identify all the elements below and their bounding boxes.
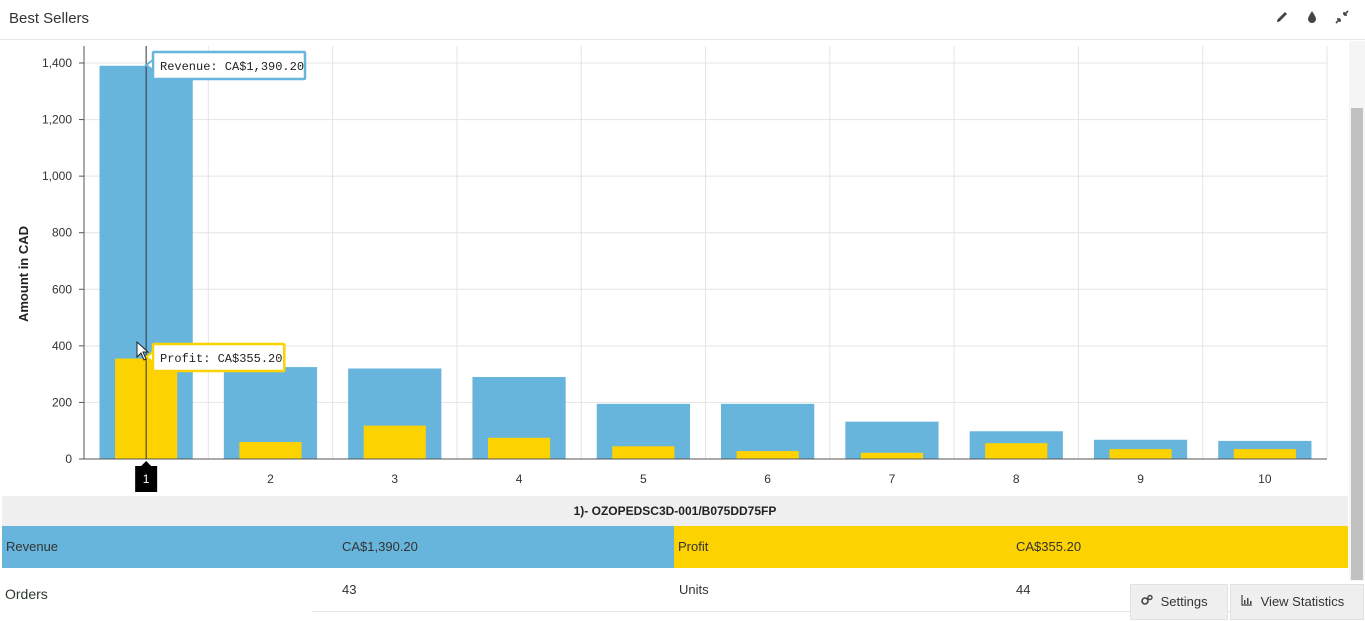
x-tick-label: 9 — [1137, 472, 1144, 486]
settings-label: Settings — [1160, 594, 1208, 609]
x-tick-highlight — [135, 466, 158, 492]
profit-bar — [985, 443, 1048, 459]
orders-label: Orders — [5, 586, 48, 602]
x-tick-label: 10 — [1258, 472, 1272, 486]
profit-bar — [363, 425, 426, 459]
y-axis-label: Amount in CAD — [16, 226, 31, 322]
revenue-tooltip: Revenue: CA$1,390.20 — [144, 50, 307, 81]
orders-value: 43 — [342, 582, 357, 597]
y-tick-label: 1,000 — [42, 169, 72, 183]
profit-bar — [736, 451, 799, 459]
bar-chart-icon — [1241, 585, 1257, 619]
revenue-value: CA$1,390.20 — [342, 539, 418, 554]
profit-bar — [1233, 449, 1296, 459]
orders-units-row: 43 Units 44 — [0, 568, 1348, 612]
revenue-tooltip-pointer — [144, 58, 154, 72]
units-label: Units — [679, 582, 709, 597]
profit-bar — [1109, 449, 1172, 459]
divider — [312, 611, 1348, 612]
settings-button[interactable]: Settings — [1130, 584, 1228, 620]
profit-tooltip: Profit: CA$355.20 — [144, 342, 286, 373]
profit-bar — [860, 452, 924, 459]
profit-bar — [239, 442, 302, 459]
y-tick-label: 600 — [52, 282, 72, 296]
profit-bar — [612, 446, 675, 459]
revenue-tooltip-text: Revenue: CA$1,390.20 — [160, 60, 304, 74]
mouse-cursor-icon — [136, 340, 150, 361]
revenue-row: Revenue CA$1,390.20 — [2, 526, 674, 568]
profit-tooltip-text: Profit: CA$355.20 — [160, 352, 282, 366]
pencil-icon[interactable] — [1273, 10, 1291, 28]
y-tick-label: 200 — [52, 395, 72, 409]
droplet-icon[interactable] — [1303, 10, 1321, 28]
x-tick-label: 6 — [764, 472, 771, 486]
scrollbar-thumb[interactable] — [1351, 108, 1363, 580]
chart-overlay: Revenue: CA$1,390.20 Profit: CA$355.20 — [136, 46, 307, 459]
detail-title: 1)- OZOPEDSC3D-001/B075DD75FP — [2, 496, 1348, 526]
x-tick-label: 8 — [1013, 472, 1020, 486]
compress-icon[interactable] — [1333, 10, 1351, 28]
revenue-bar — [721, 403, 815, 459]
profit-bar — [487, 437, 551, 459]
profit-value: CA$355.20 — [1016, 539, 1082, 554]
gears-icon — [1141, 585, 1157, 619]
widget-title: Best Sellers — [9, 10, 90, 27]
x-tick-label: 5 — [640, 472, 647, 486]
profit-tooltip-pointer — [144, 350, 154, 364]
chart-grid — [83, 46, 1328, 460]
chart-axes: 0 200 400 600 800 1,000 1,200 1,400 1 2 3 4 5 6 7 8 9 10 — [42, 46, 1327, 492]
y-tick-label: 400 — [52, 339, 72, 353]
view-statistics-button[interactable]: View Statistics — [1230, 584, 1364, 620]
units-value: 44 — [1016, 582, 1031, 597]
y-tick-label: 1,200 — [42, 113, 72, 127]
widget-header: Best Sellers — [0, 0, 1365, 40]
view-statistics-label: View Statistics — [1260, 594, 1345, 609]
x-tick-label: 2 — [267, 472, 274, 486]
profit-label: Profit — [678, 539, 709, 554]
x-tick-label: 1 — [143, 472, 150, 486]
x-tick-label: 7 — [889, 472, 896, 486]
y-tick-label: 0 — [65, 452, 72, 466]
revenue-label: Revenue — [6, 539, 59, 554]
y-tick-label: 1,400 — [42, 56, 72, 70]
profit-row: Profit CA$355.20 — [674, 526, 1348, 568]
x-tick-marker — [140, 461, 153, 467]
x-tick-label: 3 — [391, 472, 398, 486]
x-tick-label: 4 — [516, 472, 523, 486]
y-tick-label: 800 — [52, 226, 72, 240]
